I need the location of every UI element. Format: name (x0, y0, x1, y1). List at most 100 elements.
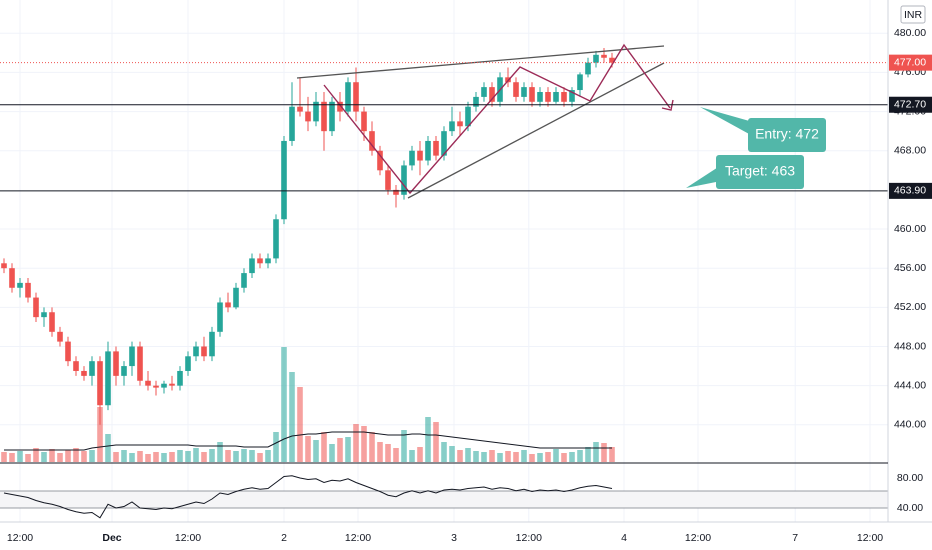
candle-body (73, 361, 79, 371)
volume-bar (409, 450, 415, 462)
candle-body (561, 92, 567, 102)
candle-body (257, 258, 263, 264)
volume-bar (201, 452, 207, 462)
candle-body (329, 101, 335, 132)
volume-bar (97, 407, 103, 462)
rsi-pane (0, 475, 888, 519)
candle-body (577, 74, 583, 91)
volume-bar (561, 453, 567, 462)
rsi-tick-label: 40.00 (897, 502, 923, 514)
candle-body (537, 92, 543, 102)
volume-bar (81, 451, 87, 462)
rsi-band (0, 490, 888, 508)
volume-bar (193, 448, 199, 462)
arrowhead (661, 99, 674, 111)
volume-bar (289, 372, 295, 462)
candle-body (185, 356, 191, 371)
candle-body (145, 380, 151, 386)
x-tick-label: 12:00 (685, 532, 711, 544)
volume-bar (89, 450, 95, 462)
volume-bar (225, 450, 231, 462)
candle-body (409, 150, 415, 166)
candle-body (345, 82, 351, 112)
volume-bar (537, 453, 543, 462)
levels (0, 62, 888, 192)
x-tick-label: 12:00 (7, 532, 33, 544)
volume-bar (489, 450, 495, 462)
level-label-box (889, 182, 932, 199)
x-tick-label: 12:00 (175, 532, 201, 544)
volume-bar (569, 452, 575, 462)
volume-bar (121, 450, 127, 462)
zigzag (323, 43, 671, 195)
candle-body (273, 219, 279, 259)
candle-body (41, 312, 47, 318)
candle-body (417, 150, 423, 161)
candle-body (529, 87, 535, 102)
volume-bar (345, 437, 351, 462)
volume-bar (593, 442, 599, 462)
volume-bar (601, 443, 607, 462)
volume-bar (137, 451, 143, 462)
candle-body (1, 263, 7, 269)
volume-bar (9, 453, 15, 462)
candle-body (377, 150, 383, 171)
candle-body (553, 92, 559, 102)
volume-bar (153, 452, 159, 462)
candle-body (193, 346, 199, 357)
y-tick-label: 452.00 (894, 301, 926, 313)
candle-body (49, 312, 55, 332)
candle-body (201, 346, 207, 357)
x-tick-label: 12:00 (516, 532, 542, 544)
candle-body (449, 121, 455, 132)
candle-body (297, 106, 303, 112)
y-tick-label: 444.00 (894, 379, 926, 391)
candle-body (441, 131, 447, 156)
candle-body (393, 189, 399, 195)
x-tick-label: 7 (792, 532, 798, 544)
volume-bar (321, 432, 327, 462)
volume-bar (273, 432, 279, 462)
level-label-box (889, 96, 932, 113)
candle-body (601, 54, 607, 58)
rsi-line (3, 475, 613, 519)
volume-bar (529, 454, 535, 462)
candle-body (465, 106, 471, 127)
candle-body (241, 273, 247, 288)
candle-body (65, 341, 71, 362)
y-tick-label: 460.00 (894, 223, 926, 235)
candle-body (369, 131, 375, 151)
volume-bar (241, 449, 247, 462)
candle-body (433, 140, 439, 156)
volume-bar (1, 452, 7, 462)
candle-body (425, 140, 431, 161)
volume-bar (377, 442, 383, 462)
volume-bar (73, 448, 79, 462)
volume-bar (585, 447, 591, 462)
x-tick-label: 3 (451, 532, 457, 544)
trendline-upper (296, 45, 665, 79)
volume-bar (129, 453, 135, 462)
volume-bar (105, 434, 111, 462)
candle-body (9, 268, 15, 288)
candle-body (97, 361, 103, 406)
candle-body (121, 366, 127, 376)
candle-body (321, 101, 327, 132)
candle-body (521, 87, 527, 97)
volume-bar (49, 449, 55, 462)
candle-body (305, 111, 311, 122)
y-tick-label: 440.00 (894, 419, 926, 431)
candle-body (585, 62, 591, 75)
volume-pane (1, 347, 615, 462)
candle-body (137, 346, 143, 381)
volume-bar (281, 347, 287, 462)
volume-bar (113, 452, 119, 462)
candle-body (481, 87, 487, 97)
volume-bar (425, 417, 431, 462)
volume-bar (369, 432, 375, 462)
volume-bar (177, 450, 183, 462)
volume-bar (41, 452, 47, 462)
candle-body (209, 331, 215, 357)
volume-bar (161, 453, 167, 462)
